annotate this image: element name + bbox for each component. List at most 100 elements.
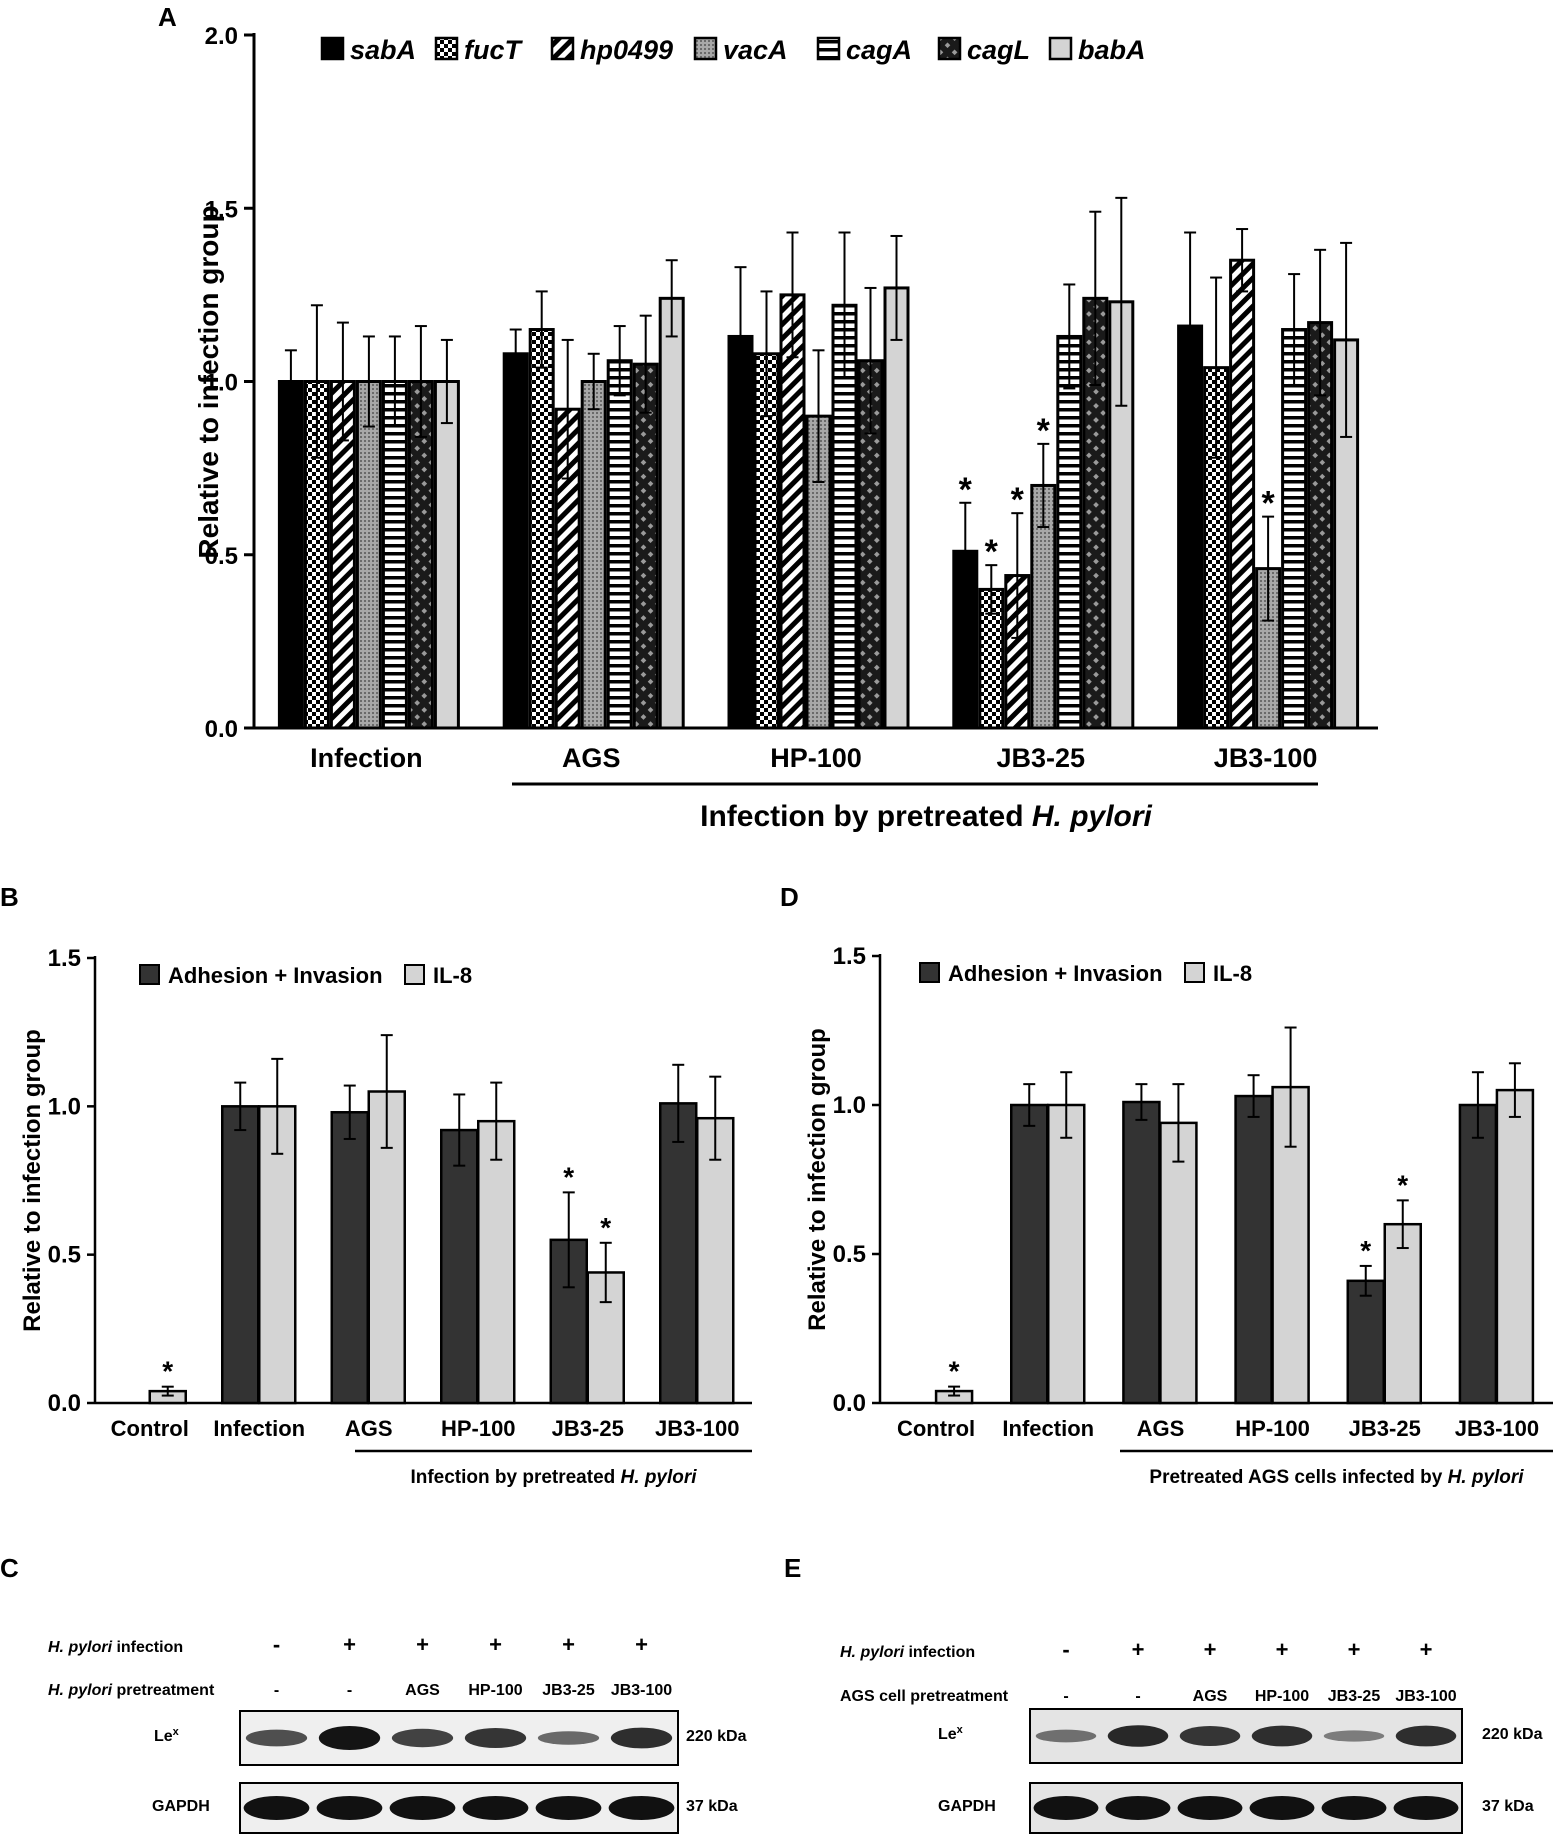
blot-lex-band — [537, 1731, 600, 1745]
blot-lex-band — [1107, 1725, 1169, 1747]
bar — [277, 380, 304, 730]
blot-lex-band — [1179, 1726, 1241, 1746]
blot-e-gapdh-label: GAPDH — [938, 1798, 996, 1815]
legend-swatch — [320, 36, 345, 61]
y-tick-label: 1.0 — [833, 1092, 866, 1119]
bar — [1229, 258, 1256, 730]
blot-gapdh-band — [608, 1796, 675, 1820]
bar — [502, 352, 529, 730]
bar — [330, 1111, 369, 1405]
blot-lex-band — [464, 1728, 527, 1748]
legend-label: IL-8 — [433, 963, 472, 988]
blot-e-lex-label: Lex — [938, 1724, 964, 1743]
bar — [1047, 1103, 1086, 1405]
blot-infection-sign: + — [343, 1632, 356, 1657]
western-blot-e: E H. pylori infection AGS cell pretreatm… — [784, 1553, 1543, 1834]
blot-gapdh-band — [389, 1796, 456, 1820]
blot-e-gapdh-size: 37 kDa — [1482, 1798, 1534, 1815]
x-category-label: AGS — [562, 743, 621, 773]
x-category-label: Infection — [213, 1416, 305, 1441]
blot-gapdh-band — [1321, 1796, 1387, 1820]
bar — [528, 328, 555, 730]
legend-label: babA — [1078, 35, 1146, 65]
y-tick-label: 0.0 — [48, 1390, 81, 1417]
legend-swatch — [693, 36, 718, 61]
bar — [381, 380, 408, 730]
x-category-label: Control — [111, 1416, 189, 1441]
blot-gapdh-band — [316, 1796, 383, 1820]
bar — [1458, 1103, 1498, 1405]
y-tick-label: 1.5 — [48, 945, 81, 972]
blot-pretreatment-label: - — [347, 1682, 352, 1699]
y-tick-label: 0.5 — [48, 1242, 81, 1269]
y-axis-label: Relative to infection group — [19, 1029, 46, 1332]
x-category-label: JB3-100 — [1455, 1416, 1539, 1441]
legend-label: Adhesion + Invasion — [168, 963, 383, 988]
western-blot-c: C H. pylori infection H. pylori pretreat… — [0, 1553, 747, 1834]
panel-label-e: E — [784, 1553, 801, 1583]
x-category-label: Infection — [310, 743, 423, 773]
blot-gapdh-frame — [1029, 1782, 1463, 1834]
blot-pretreatment-label: AGS — [405, 1682, 440, 1699]
x-category-label: JB3-25 — [1349, 1416, 1421, 1441]
x-category-label: Infection — [1002, 1416, 1094, 1441]
x-category-label: Control — [897, 1416, 975, 1441]
blot-pretreatment-label: JB3-100 — [1395, 1688, 1456, 1705]
significance-star: * — [1261, 485, 1275, 523]
blot-gapdh-band — [535, 1796, 602, 1820]
bar — [1159, 1121, 1198, 1405]
y-tick-label: 0.5 — [205, 543, 238, 570]
blot-pretreatment-label: JB3-25 — [542, 1682, 595, 1699]
blot-pretreatment-label: - — [274, 1682, 279, 1699]
blot-infection-sign: + — [1348, 1637, 1361, 1662]
legend-swatch — [937, 36, 962, 61]
significance-star: * — [959, 471, 973, 509]
blot-pretreatment-label: - — [1135, 1688, 1140, 1705]
blot-lex-band — [610, 1727, 673, 1749]
blot-infection-sign: + — [1132, 1637, 1145, 1662]
bar — [606, 359, 633, 730]
blot-c-gapdh-size: 37 kDa — [686, 1798, 738, 1815]
blot-lex-band — [1251, 1725, 1313, 1747]
bar — [1346, 1279, 1385, 1405]
chart-d: D 0.0 0.5 1.0 1.5 Relative to infection grou… — [780, 882, 1553, 1488]
significance-star: * — [1037, 412, 1051, 450]
x-category-label: JB3-25 — [552, 1416, 624, 1441]
group-label: Infection by pretreated H. pylori — [700, 800, 1152, 833]
blot-c-lex-label: Lex — [154, 1726, 180, 1745]
bar — [658, 296, 685, 730]
legend-swatch — [139, 964, 160, 985]
bar — [1383, 1222, 1422, 1405]
blot-c-lex-size: 220 kDa — [686, 1728, 747, 1745]
blot-gapdh-band — [462, 1796, 529, 1820]
blot-lex-band — [1035, 1729, 1097, 1743]
x-category-label: JB3-100 — [1214, 743, 1318, 773]
bar — [1495, 1088, 1535, 1405]
significance-star: * — [563, 1161, 574, 1192]
blot-pretreatment-label: HP-100 — [468, 1682, 522, 1699]
bar — [1010, 1103, 1049, 1405]
group-label: Infection by pretreated H. pylori — [410, 1467, 697, 1488]
blot-lex-frame — [1029, 1708, 1463, 1764]
legend-label: cagL — [967, 35, 1030, 65]
blot-pretreatment-label: HP-100 — [1255, 1688, 1309, 1705]
group-label: Pretreated AGS cells infected by H. pylo… — [1149, 1467, 1524, 1488]
legend-swatch — [1048, 36, 1073, 61]
significance-star: * — [600, 1212, 611, 1243]
y-tick-label: 0.5 — [833, 1241, 866, 1268]
x-category-label: HP-100 — [441, 1416, 516, 1441]
y-tick-label: 1.5 — [205, 196, 238, 223]
blot-infection-sign: - — [1062, 1637, 1069, 1662]
blot-infection-sign: - — [273, 1632, 280, 1657]
legend-swatch — [919, 962, 940, 983]
bar — [1281, 328, 1308, 730]
blot-lex-band — [391, 1728, 454, 1748]
bar — [632, 362, 659, 730]
blot-e-pretreatment-label: AGS cell pretreatment — [840, 1688, 1009, 1705]
significance-star: * — [949, 1356, 960, 1387]
x-category-label: HP-100 — [770, 743, 862, 773]
blot-gapdh-band — [1249, 1796, 1315, 1820]
y-tick-label: 0.0 — [833, 1390, 866, 1417]
legend-swatch — [550, 36, 575, 61]
blot-infection-sign: + — [489, 1632, 502, 1657]
